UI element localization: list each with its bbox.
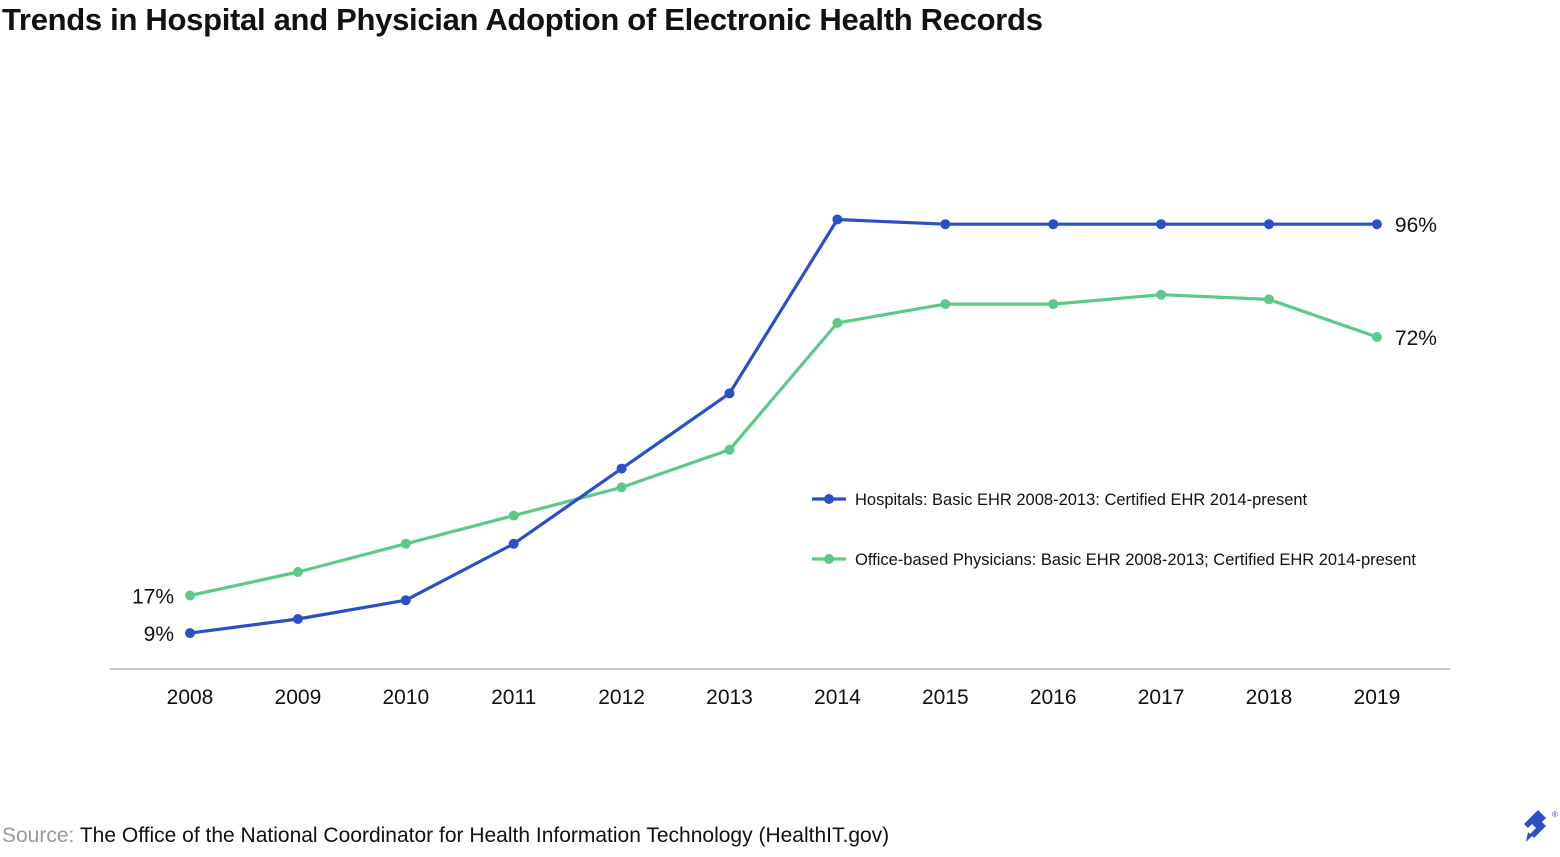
x-tick-label: 2011 [491,686,536,709]
x-tick-label: 2014 [814,686,861,709]
data-point [1264,294,1274,305]
series-line [188,217,1379,635]
x-tick-label: 2017 [1138,686,1185,709]
x-tick-labels: 2008 2009 2010 2011 2012 2013 2014 2015 2016 2017… [167,686,1401,709]
data-point [832,214,843,225]
data-label: 17% [132,586,174,609]
x-tick-label: 2008 [167,686,214,709]
series-line [188,293,1379,598]
data-point [185,590,195,601]
data-label: 72% [1395,327,1437,350]
source-note: Source: The Office of the National Coord… [2,824,889,848]
data-point [185,628,195,639]
data-point [1371,219,1382,230]
data-point [832,317,843,328]
toptal-logo-icon: ® [1518,808,1560,852]
data-point [940,299,951,310]
data-point [940,219,951,230]
legend-item-hospitals: Hospitals: Basic EHR 2008-2013: Certifie… [812,491,1308,509]
data-point [400,538,411,549]
x-tick-label: 2015 [922,686,969,709]
data-point [508,538,519,549]
data-labels: 17% 9% 96% 72% [132,214,1437,646]
data-point [292,614,303,624]
source-label: Source: [2,824,75,847]
source-text: The Office of the National Coordinator f… [79,824,890,847]
data-point [1371,332,1382,342]
x-tick-label: 2019 [1354,686,1401,709]
data-point [508,510,519,521]
x-tick-label: 2016 [1030,686,1077,709]
legend: Hospitals: Basic EHR 2008-2013: Certifie… [812,491,1416,569]
legend-swatch-dot [824,494,834,504]
data-point [724,444,735,455]
chart-title: Trends in Hospital and Physician Adoptio… [2,2,1043,37]
legend-label: Hospitals: Basic EHR 2008-2013: Certifie… [855,491,1308,509]
data-label: 9% [144,623,174,646]
data-label: 96% [1395,214,1437,237]
data-point [1264,219,1274,230]
series-layer [185,214,1382,639]
x-tick-label: 2009 [275,686,322,709]
data-point [1156,289,1167,300]
data-point [1048,299,1059,310]
data-point [400,595,411,606]
svg-text:®: ® [1552,810,1558,819]
legend-item-physicians: Office-based Physicians: Basic EHR 2008-… [812,551,1416,569]
series-hospitals [185,214,1382,639]
x-tick-label: 2010 [382,686,429,709]
legend-swatch-dot [824,554,834,564]
x-tick-label: 2013 [706,686,753,709]
data-point [616,463,627,474]
legend-label: Office-based Physicians: Basic EHR 2008-… [855,551,1416,569]
data-point [292,567,303,577]
data-point [1048,219,1059,230]
data-point [724,388,735,399]
x-tick-label: 2018 [1246,686,1293,709]
x-tick-label: 2012 [598,686,645,709]
data-point [1156,219,1167,230]
data-point [616,482,627,493]
series-physicians [185,289,1382,601]
